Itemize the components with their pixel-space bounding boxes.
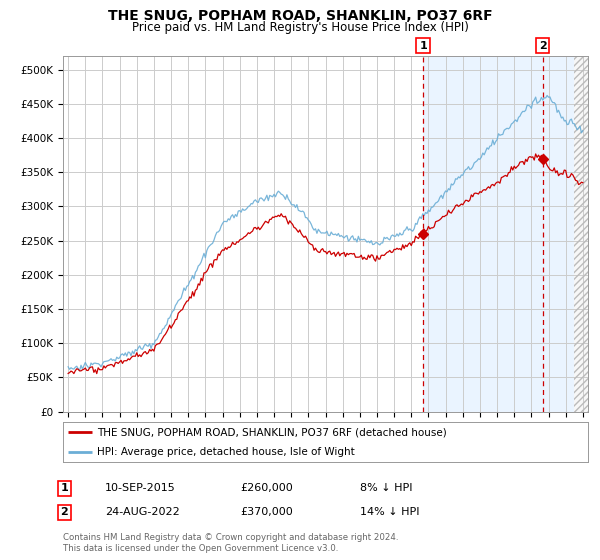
Text: 1: 1 [61, 483, 68, 493]
Text: 10-SEP-2015: 10-SEP-2015 [105, 483, 176, 493]
Text: 8% ↓ HPI: 8% ↓ HPI [360, 483, 413, 493]
Text: THE SNUG, POPHAM ROAD, SHANKLIN, PO37 6RF (detached house): THE SNUG, POPHAM ROAD, SHANKLIN, PO37 6R… [97, 427, 447, 437]
Text: THE SNUG, POPHAM ROAD, SHANKLIN, PO37 6RF: THE SNUG, POPHAM ROAD, SHANKLIN, PO37 6R… [107, 9, 493, 23]
Text: 2: 2 [61, 507, 68, 517]
Bar [574, 56, 596, 412]
Text: £260,000: £260,000 [240, 483, 293, 493]
Text: 1: 1 [419, 41, 427, 50]
Text: Contains HM Land Registry data © Crown copyright and database right 2024.
This d: Contains HM Land Registry data © Crown c… [63, 533, 398, 553]
Text: HPI: Average price, detached house, Isle of Wight: HPI: Average price, detached house, Isle… [97, 446, 355, 456]
Bar [423, 56, 574, 412]
Bar [574, 56, 596, 412]
Text: 14% ↓ HPI: 14% ↓ HPI [360, 507, 419, 517]
Text: 24-AUG-2022: 24-AUG-2022 [105, 507, 180, 517]
Text: 2: 2 [539, 41, 547, 50]
Text: £370,000: £370,000 [240, 507, 293, 517]
Text: Price paid vs. HM Land Registry's House Price Index (HPI): Price paid vs. HM Land Registry's House … [131, 21, 469, 35]
